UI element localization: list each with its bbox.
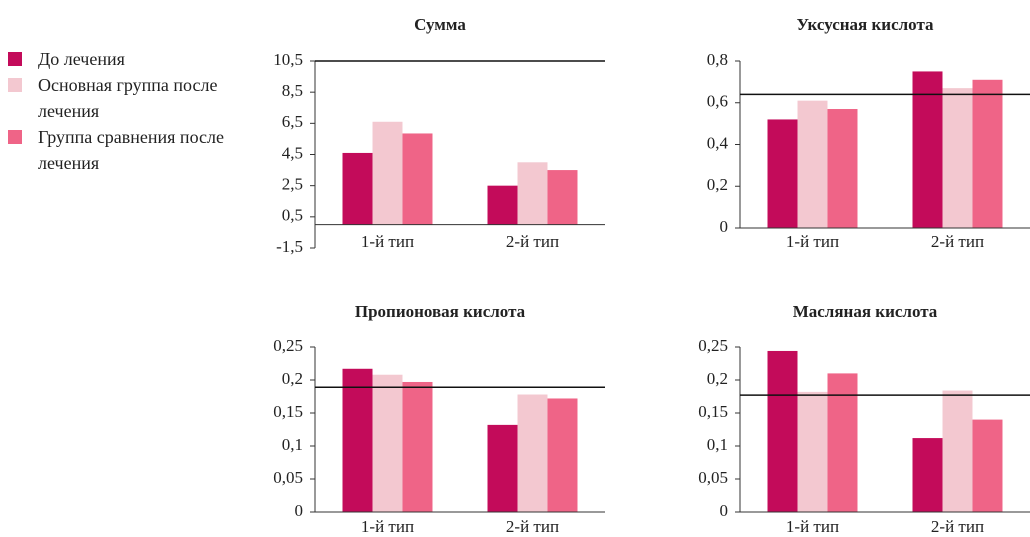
y-tick-label: -1,5 <box>276 237 303 256</box>
chart-title: Масляная кислота <box>793 302 938 321</box>
legend-entry: Группа сравнения после лечения <box>8 124 238 176</box>
legend-swatch <box>8 52 22 66</box>
y-tick-label: 0,1 <box>707 435 728 454</box>
y-tick-label: 0,6 <box>707 92 728 111</box>
x-tick-label: 2-й тип <box>931 232 984 251</box>
y-tick-label: 6,5 <box>282 112 303 131</box>
y-tick-label: 0,15 <box>698 402 728 421</box>
bar <box>488 186 518 225</box>
bar <box>828 373 858 512</box>
x-tick-label: 2-й тип <box>506 517 559 536</box>
x-tick-label: 1-й тип <box>786 517 839 536</box>
bar <box>943 88 973 228</box>
bar <box>798 392 828 512</box>
chart-title: Уксусная кислота <box>796 15 934 34</box>
legend-label: До лечения <box>38 46 125 72</box>
chart-title: Пропионовая кислота <box>355 302 526 321</box>
y-tick-label: 4,5 <box>282 143 303 162</box>
y-tick-label: 0,2 <box>282 369 303 388</box>
y-tick-label: 0,4 <box>707 133 729 152</box>
y-tick-label: 0 <box>295 501 304 520</box>
bar <box>768 351 798 512</box>
bar <box>518 162 548 224</box>
legend-label: Основная группа после лечения <box>38 72 238 124</box>
legend-entry: Основная группа после лечения <box>8 72 238 124</box>
y-tick-label: 8,5 <box>282 81 303 100</box>
legend-swatch <box>8 130 22 144</box>
x-tick-label: 2-й тип <box>931 517 984 536</box>
bar <box>548 170 578 225</box>
bar <box>488 425 518 512</box>
y-tick-label: 0,05 <box>273 468 303 487</box>
y-tick-label: 2,5 <box>282 175 303 194</box>
y-tick-label: 0 <box>720 501 729 520</box>
bar <box>403 133 433 224</box>
y-tick-label: 0,25 <box>273 336 303 355</box>
bar <box>973 80 1003 228</box>
legend-swatch <box>8 78 22 92</box>
y-tick-label: 0,1 <box>282 435 303 454</box>
x-tick-label: 1-й тип <box>786 232 839 251</box>
x-tick-label: 1-й тип <box>361 517 414 536</box>
bar <box>518 395 548 512</box>
y-tick-label: 0,2 <box>707 175 728 194</box>
y-tick-label: 0,2 <box>707 369 728 388</box>
y-tick-label: 0,15 <box>273 402 303 421</box>
y-tick-label: 0,25 <box>698 336 728 355</box>
bar <box>373 375 403 512</box>
x-tick-label: 1-й тип <box>361 232 414 251</box>
bar <box>548 398 578 512</box>
y-tick-label: 0,5 <box>282 206 303 225</box>
bar <box>768 119 798 228</box>
y-tick-label: 0 <box>720 217 729 236</box>
chart-title: Сумма <box>414 15 466 34</box>
bar <box>943 391 973 512</box>
bar <box>828 109 858 228</box>
bar <box>343 153 373 225</box>
legend-label: Группа сравнения после лечения <box>38 124 238 176</box>
bar <box>973 420 1003 512</box>
bar <box>403 382 433 512</box>
legend-entry: До лечения <box>8 46 238 72</box>
x-tick-label: 2-й тип <box>506 232 559 251</box>
bar <box>913 438 943 512</box>
bar <box>373 122 403 225</box>
bar <box>798 101 828 228</box>
page: Сумма -1,5 0,5 2,5 4,5 6,5 8,5 10,5 1-й тип 2-й т… <box>0 0 1030 537</box>
y-tick-label: 10,5 <box>273 50 303 69</box>
bar <box>343 369 373 512</box>
y-tick-label: 0,8 <box>707 50 728 69</box>
y-tick-label: 0,05 <box>698 468 728 487</box>
